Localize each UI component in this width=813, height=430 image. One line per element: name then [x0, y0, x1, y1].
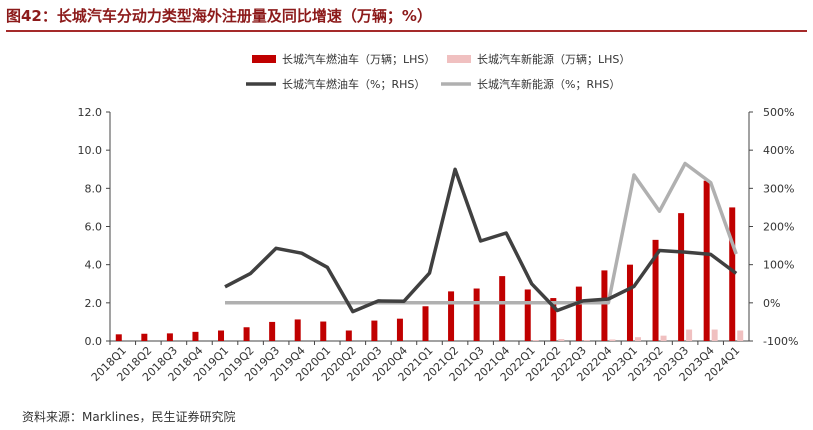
left-tick-label: 4.0 — [85, 259, 103, 272]
fuel-bar — [703, 180, 710, 341]
fuel-bar — [396, 318, 403, 341]
nev-growth-line — [225, 161, 738, 305]
legend-label: 长城汽车燃油车（万辆；LHS） — [282, 52, 435, 66]
fuel-bar — [269, 321, 276, 341]
chart-area: 长城汽车燃油车（万辆；LHS） 长城汽车新能源（万辆；LHS） 长城汽车燃油车（%；… — [78, 52, 799, 384]
fuel-bar — [473, 288, 480, 341]
fuel-bar — [729, 207, 736, 341]
legend-nev-line: 长城汽车新能源（%；RHS） — [441, 77, 620, 91]
nev-bar — [711, 329, 718, 341]
legend: 长城汽车燃油车（万辆；LHS） 长城汽车新能源（万辆；LHS） 长城汽车燃油车（%；… — [246, 52, 630, 91]
chart-title: 图42：长城汽车分动力类型海外注册量及同比增速（万辆；%） — [6, 7, 432, 25]
fuel-bar — [166, 333, 173, 341]
right-tick-label: 300% — [763, 182, 794, 195]
fuel-bar — [218, 330, 225, 341]
legend-swatch — [447, 55, 471, 63]
nev-bar — [634, 337, 641, 341]
nev-bar — [686, 329, 693, 341]
source-note: 资料来源：Marklines，民生证券研究院 — [22, 410, 236, 424]
right-tick-label: 500% — [763, 106, 794, 119]
fuel-bar — [192, 331, 199, 341]
axes: 0.0 2.0 4.0 6.0 8.0 10.0 12.0 -100% 0% 100% 200% 30… — [78, 106, 799, 348]
legend-nev-bar: 长城汽车新能源（万辆；LHS） — [447, 52, 630, 66]
fuel-bar — [320, 321, 327, 341]
legend-label: 长城汽车新能源（万辆；LHS） — [477, 52, 630, 66]
right-tick-label: -100% — [763, 335, 798, 348]
fuel-bar — [422, 306, 429, 341]
nev-bar — [609, 339, 616, 341]
nev-bar — [660, 335, 667, 341]
fuel-bar — [115, 334, 122, 341]
legend-fuel-bar: 长城汽车燃油车（万辆；LHS） — [252, 52, 435, 66]
fuel-bar — [499, 276, 506, 341]
legend-swatch — [252, 55, 276, 63]
right-tick-label: 200% — [763, 221, 794, 234]
legend-label: 长城汽车新能源（%；RHS） — [477, 77, 620, 91]
nev-bar — [583, 340, 590, 341]
lines — [224, 161, 738, 314]
nev-bar — [532, 340, 539, 341]
fuel-bar — [652, 239, 659, 341]
left-tick-label: 10.0 — [78, 144, 103, 157]
fuel-bar — [243, 327, 250, 341]
title-divider — [6, 30, 807, 32]
left-tick-label: 2.0 — [85, 297, 103, 310]
right-tick-label: 100% — [763, 259, 794, 272]
x-tick-labels: 2018Q12018Q22018Q32018Q42019Q12019Q22019… — [89, 344, 743, 384]
fuel-growth-line — [224, 167, 738, 314]
fuel-bar — [524, 289, 531, 341]
left-tick-label: 6.0 — [85, 221, 103, 234]
fuel-bar — [345, 330, 352, 341]
bars — [115, 180, 744, 341]
fuel-bar — [678, 213, 685, 341]
left-tick-label: 0.0 — [85, 335, 103, 348]
nev-bar — [558, 339, 565, 341]
left-tick-label: 12.0 — [78, 106, 103, 119]
legend-fuel-line: 长城汽车燃油车（%；RHS） — [246, 77, 425, 91]
fuel-bar — [371, 320, 378, 341]
fuel-bar — [294, 319, 301, 341]
fuel-bar — [626, 264, 633, 341]
fuel-bar — [141, 333, 148, 341]
legend-label: 长城汽车燃油车（%；RHS） — [282, 77, 425, 91]
left-tick-label: 8.0 — [85, 182, 103, 195]
fuel-bar — [448, 291, 455, 341]
right-tick-label: 400% — [763, 144, 794, 157]
fuel-bar — [550, 298, 557, 341]
right-tick-label: 0% — [763, 297, 780, 310]
fuel-bar — [601, 270, 608, 341]
nev-bar — [737, 330, 744, 341]
fuel-bar — [575, 286, 582, 341]
